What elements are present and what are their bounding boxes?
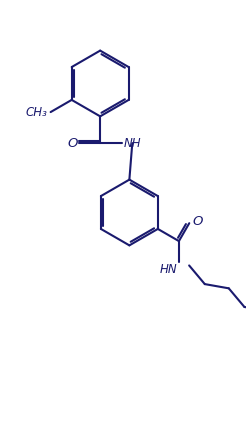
Text: CH₃: CH₃ xyxy=(25,105,47,119)
Text: HN: HN xyxy=(160,263,178,276)
Text: O: O xyxy=(192,215,202,229)
Text: NH: NH xyxy=(123,136,141,150)
Text: O: O xyxy=(68,136,78,150)
